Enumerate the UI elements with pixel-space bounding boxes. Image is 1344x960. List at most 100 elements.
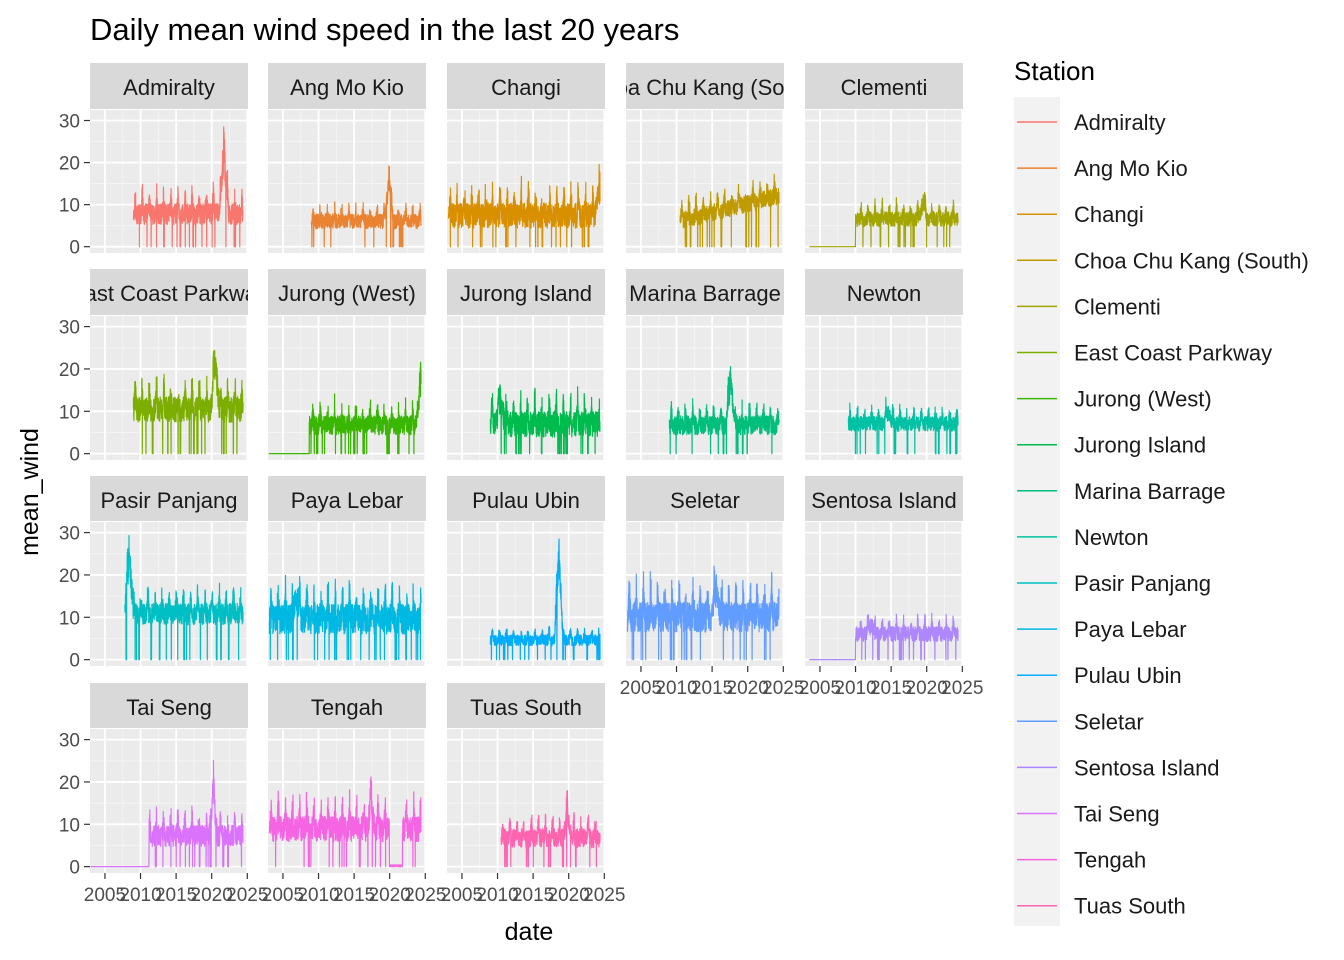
facet-strip xyxy=(626,269,784,315)
y-tick-label: 20 xyxy=(59,773,80,794)
facet-label: East Coast Parkway xyxy=(70,281,268,306)
facet-newton: Newton xyxy=(805,269,964,460)
x-tick-label: 2025 xyxy=(404,885,446,906)
facet-label: Admiralty xyxy=(123,75,215,100)
x-tick-label: 2010 xyxy=(655,678,697,699)
legend-item-east-coast-parkway: East Coast Parkway xyxy=(1017,341,1272,366)
legend-key-background xyxy=(1014,97,1060,926)
facet-strip xyxy=(90,683,248,728)
facet-tai-seng: Tai Seng xyxy=(90,683,249,873)
facet-admiralty: Admiralty xyxy=(90,63,249,253)
x-tick-label: 2020 xyxy=(548,885,590,906)
legend-item-jurong-west: Jurong (West) xyxy=(1017,387,1212,412)
facet-marina-barrage: Marina Barrage xyxy=(626,269,785,460)
facet-label: Newton xyxy=(847,281,922,306)
series-line-newton xyxy=(847,396,959,455)
series-line-changi xyxy=(447,163,601,248)
facet-label: Jurong Island xyxy=(460,281,592,306)
facet-ang-mo-kio: Ang Mo Kio xyxy=(268,63,427,253)
facet-strip xyxy=(268,683,426,728)
facet-strip xyxy=(268,476,426,521)
x-tick-label: 2010 xyxy=(119,885,161,906)
legend-item-seletar: Seletar xyxy=(1017,709,1144,734)
series-line-admiralty xyxy=(132,126,244,248)
x-tick-label: 2020 xyxy=(191,885,233,906)
facet-seletar: Seletar xyxy=(626,476,785,666)
legend-item-admiralty: Admiralty xyxy=(1017,110,1166,135)
legend-item-clementi: Clementi xyxy=(1017,294,1161,319)
x-tick-label: 2025 xyxy=(583,885,625,906)
legend-item-marina-barrage: Marina Barrage xyxy=(1017,479,1226,504)
series-line-tuas-south xyxy=(500,789,601,868)
panel-background xyxy=(805,316,963,460)
facet-label: Clementi xyxy=(841,75,928,100)
series-line-pulau-ubin xyxy=(489,538,601,661)
panel-background xyxy=(626,110,784,253)
legend-label: Choa Chu Kang (South) xyxy=(1074,248,1309,273)
x-tick-label: 2020 xyxy=(906,678,948,699)
series-line-clementi xyxy=(808,191,959,248)
facet-strip xyxy=(90,269,248,315)
y-tick-label: 10 xyxy=(59,402,80,423)
x-tick-label: 2015 xyxy=(333,885,375,906)
x-tick-label: 2010 xyxy=(834,678,876,699)
x-tick-label: 2005 xyxy=(620,678,662,699)
legend-label: Tai Seng xyxy=(1074,802,1160,827)
facet-tengah: Tengah xyxy=(268,683,427,873)
facet-label: Jurong (West) xyxy=(278,281,416,306)
panel-background xyxy=(447,110,605,253)
legend-item-sentosa-island: Sentosa Island xyxy=(1017,755,1220,780)
facet-tuas-south: Tuas South xyxy=(447,683,606,873)
series-line-jurong-west xyxy=(268,361,422,455)
facet-label: Choa Chu Kang (South) xyxy=(588,75,823,100)
facet-strip xyxy=(447,476,605,521)
legend-label: Admiralty xyxy=(1074,110,1166,135)
facet-label: Pulau Ubin xyxy=(472,488,580,513)
legend-label: Newton xyxy=(1074,525,1149,550)
facet-east-coast-parkway: East Coast Parkway xyxy=(70,269,268,460)
x-tick-label: 2005 xyxy=(262,885,304,906)
x-tick-label: 2010 xyxy=(476,885,518,906)
series-line-ang-mo-kio xyxy=(310,165,422,248)
x-tick-label: 2025 xyxy=(226,885,268,906)
facet-strip xyxy=(805,476,963,521)
x-tick-label: 2020 xyxy=(369,885,411,906)
legend-label: Ang Mo Kio xyxy=(1074,156,1188,181)
x-tick-label: 2015 xyxy=(512,885,554,906)
facet-label: Marina Barrage xyxy=(629,281,781,306)
facet-paya-lebar: Paya Lebar xyxy=(268,476,427,666)
facet-choa-chu-kang-south: Choa Chu Kang (South) xyxy=(588,63,823,253)
y-tick-label: 30 xyxy=(59,731,80,752)
legend-label: Paya Lebar xyxy=(1074,617,1187,642)
facet-label: Changi xyxy=(491,75,561,100)
y-tick-label: 10 xyxy=(59,815,80,836)
facet-strip xyxy=(626,476,784,521)
legend-title: Station xyxy=(1014,56,1095,86)
facet-pulau-ubin: Pulau Ubin xyxy=(447,476,606,666)
panel-background xyxy=(268,316,426,460)
y-tick-label: 10 xyxy=(59,608,80,629)
x-tick-label: 2020 xyxy=(727,678,769,699)
facet-label: Seletar xyxy=(670,488,740,513)
legend-label: Seletar xyxy=(1074,709,1144,734)
series-line-pasir-panjang xyxy=(124,534,244,661)
series-line-tengah xyxy=(268,776,422,868)
facet-jurong-west: Jurong (West) xyxy=(268,269,427,460)
legend-item-pasir-panjang: Pasir Panjang xyxy=(1017,571,1211,596)
x-tick-label: 2010 xyxy=(297,885,339,906)
series-line-paya-lebar xyxy=(268,574,422,661)
facet-pasir-panjang: Pasir Panjang xyxy=(90,476,249,666)
chart-title: Daily mean wind speed in the last 20 yea… xyxy=(90,12,679,47)
legend-item-newton: Newton xyxy=(1017,525,1149,550)
facet-strip xyxy=(626,63,784,109)
facet-sentosa-island: Sentosa Island xyxy=(805,476,964,666)
legend-label: Sentosa Island xyxy=(1074,755,1220,780)
facet-label: Ang Mo Kio xyxy=(290,75,404,100)
facet-label: Paya Lebar xyxy=(291,488,404,513)
legend-item-paya-lebar: Paya Lebar xyxy=(1017,617,1187,642)
y-tick-label: 20 xyxy=(59,566,80,587)
facet-panels: Admiralty Ang Mo Kio Changi Choa Chu Kang (… xyxy=(70,63,964,873)
series-line-choa-chu-kang-south xyxy=(679,173,780,248)
y-tick-label: 0 xyxy=(69,445,80,466)
facet-label: Tuas South xyxy=(470,695,582,720)
